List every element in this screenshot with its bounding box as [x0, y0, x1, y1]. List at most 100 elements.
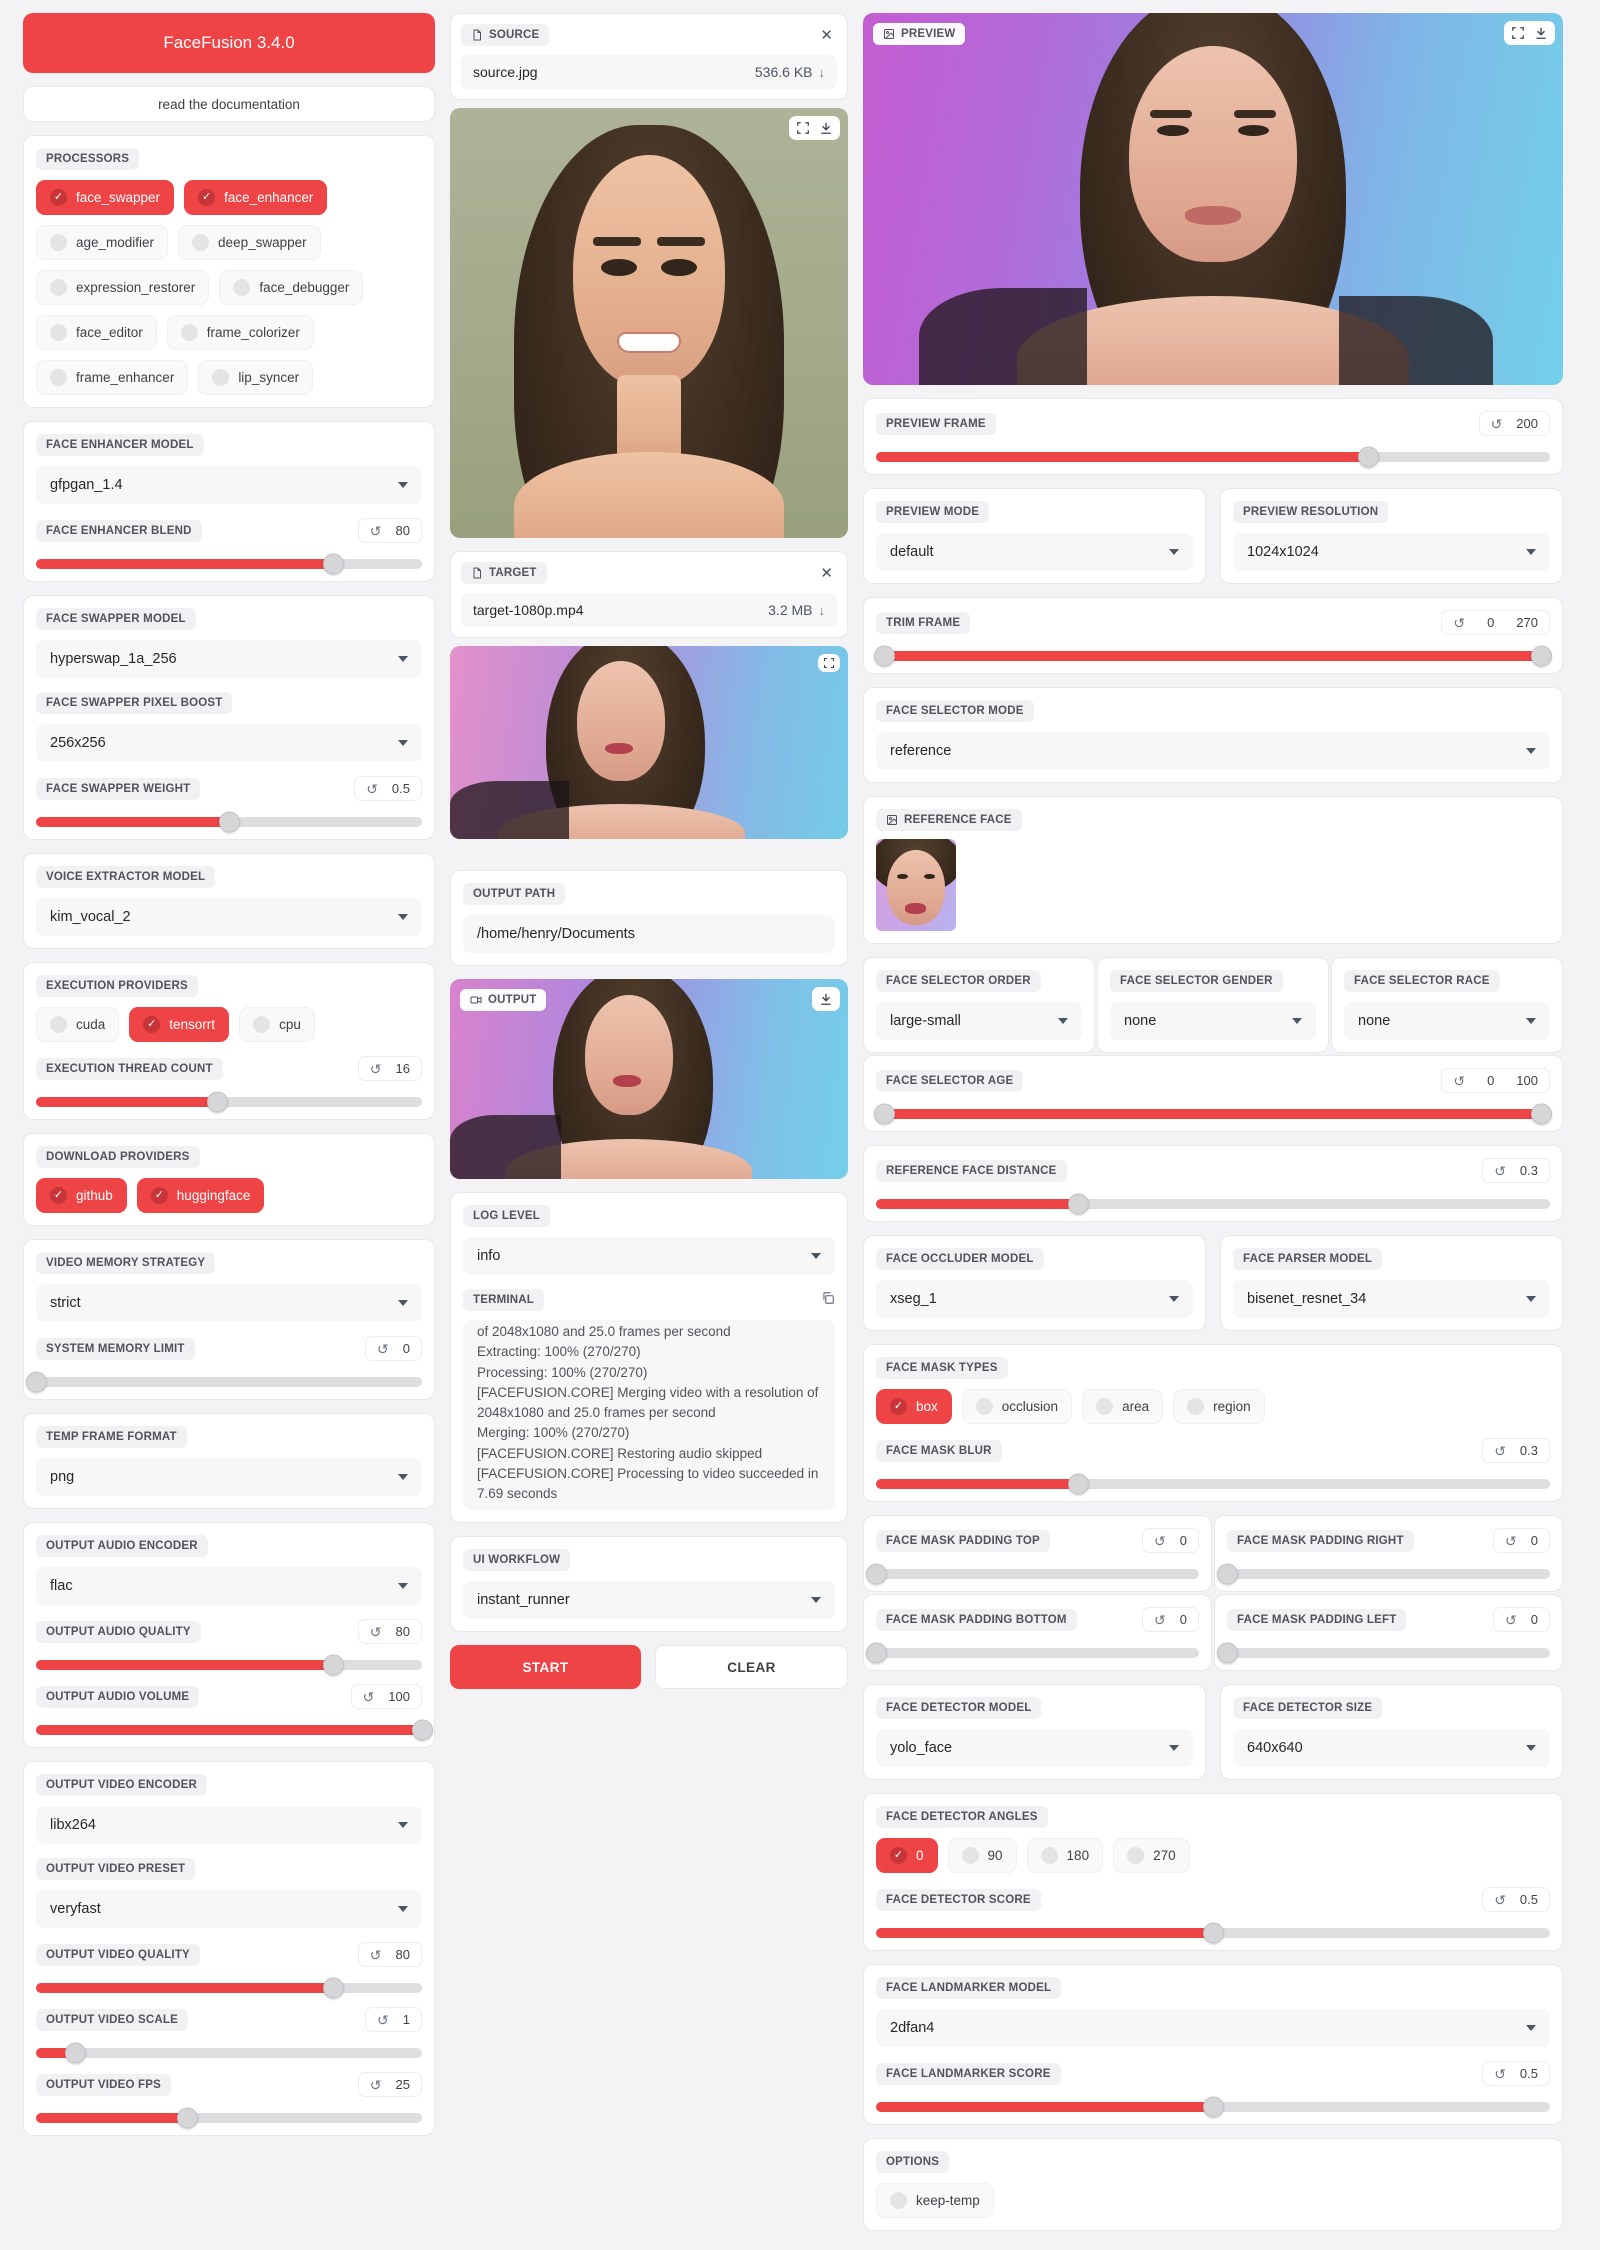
- slider-handle-start[interactable]: [874, 1103, 895, 1125]
- mask-type-area[interactable]: area: [1082, 1389, 1164, 1424]
- provider-cpu[interactable]: cpu: [239, 1007, 315, 1042]
- slider-handle[interactable]: [219, 811, 240, 833]
- provider-cuda[interactable]: cuda: [36, 1007, 120, 1042]
- face-selector-gender-dropdown[interactable]: none: [1110, 1002, 1316, 1040]
- fullscreen-icon[interactable]: [823, 657, 835, 669]
- reference-face-distance-reset[interactable]: ↺ 0.3: [1482, 1158, 1550, 1183]
- copy-icon[interactable]: [821, 1291, 835, 1310]
- processor-lip-syncer[interactable]: lip_syncer: [198, 360, 314, 395]
- download-icon[interactable]: [819, 992, 833, 1006]
- close-icon[interactable]: ✕: [820, 26, 833, 44]
- output-audio-volume-reset[interactable]: ↺ 100: [350, 1684, 422, 1709]
- processor-frame-colorizer[interactable]: frame_colorizer: [166, 315, 314, 350]
- output-audio-quality-reset[interactable]: ↺ 80: [357, 1619, 422, 1644]
- face-enhancer-blend-slider[interactable]: [36, 553, 422, 575]
- processor-age-modifier[interactable]: age_modifier: [36, 225, 169, 260]
- slider-handle[interactable]: [1358, 446, 1380, 468]
- face-parser-model-dropdown[interactable]: bisenet_resnet_34: [1233, 1280, 1550, 1318]
- face-mask-padding-top-slider[interactable]: [866, 1563, 1199, 1585]
- processor-expression-restorer[interactable]: expression_restorer: [36, 270, 210, 305]
- download-icon[interactable]: ↓: [818, 64, 826, 80]
- video-memory-strategy-dropdown[interactable]: strict: [36, 1284, 422, 1322]
- fullscreen-icon[interactable]: [796, 121, 810, 135]
- slider-handle-end[interactable]: [1531, 645, 1552, 667]
- face-mask-blur-slider[interactable]: [876, 1473, 1550, 1495]
- slider-handle-end[interactable]: [1531, 1103, 1552, 1125]
- provider-tensorrt[interactable]: ✓ tensorrt: [129, 1007, 230, 1042]
- output-path-input[interactable]: /home/henry/Documents: [463, 915, 835, 953]
- processor-face-enhancer[interactable]: ✓ face_enhancer: [184, 180, 328, 215]
- face-mask-padding-left-reset[interactable]: ↺ 0: [1493, 1607, 1550, 1632]
- target-video[interactable]: [450, 646, 848, 839]
- slider-handle[interactable]: [323, 553, 345, 575]
- output-video[interactable]: OUTPUT: [450, 979, 848, 1179]
- face-selector-mode-dropdown[interactable]: reference: [876, 732, 1550, 770]
- slider-handle[interactable]: [1203, 1922, 1224, 1944]
- processor-face-debugger[interactable]: face_debugger: [219, 270, 364, 305]
- slider-handle[interactable]: [866, 1563, 887, 1585]
- provider-github[interactable]: ✓ github: [36, 1178, 127, 1213]
- face-detector-score-slider[interactable]: [876, 1922, 1550, 1944]
- provider-huggingface[interactable]: ✓ huggingface: [136, 1178, 265, 1213]
- face-detector-model-dropdown[interactable]: yolo_face: [876, 1729, 1193, 1767]
- slider-handle[interactable]: [323, 1654, 345, 1676]
- output-video-fps-slider[interactable]: [36, 2107, 422, 2129]
- target-file-row[interactable]: target-1080p.mp4 3.2 MB ↓: [461, 593, 837, 627]
- output-video-fps-reset[interactable]: ↺ 25: [357, 2072, 422, 2097]
- slider-handle[interactable]: [1217, 1563, 1238, 1585]
- face-swapper-weight-slider[interactable]: [36, 811, 422, 833]
- source-image[interactable]: [450, 108, 848, 538]
- trim-frame-reset[interactable]: ↺ 0 270: [1441, 610, 1550, 635]
- face-landmarker-score-slider[interactable]: [876, 2096, 1550, 2118]
- output-video-encoder-dropdown[interactable]: libx264: [36, 1806, 422, 1844]
- app-title-button[interactable]: FaceFusion 3.4.0: [23, 13, 435, 73]
- face-swapper-pixel-boost-dropdown[interactable]: 256x256: [36, 724, 422, 762]
- face-mask-padding-right-slider[interactable]: [1217, 1563, 1550, 1585]
- output-video-scale-reset[interactable]: ↺ 1: [365, 2007, 422, 2032]
- preview-resolution-dropdown[interactable]: 1024x1024: [1233, 533, 1550, 571]
- slider-handle-start[interactable]: [874, 645, 895, 667]
- mask-type-box[interactable]: ✓ box: [876, 1389, 952, 1424]
- face-mask-blur-reset[interactable]: ↺ 0.3: [1482, 1438, 1550, 1463]
- ui-workflow-dropdown[interactable]: instant_runner: [463, 1581, 835, 1619]
- preview-frame-reset[interactable]: ↺ 200: [1478, 411, 1550, 436]
- preview-frame-slider[interactable]: [876, 446, 1550, 468]
- reference-face-distance-slider[interactable]: [876, 1193, 1550, 1215]
- system-memory-limit-slider[interactable]: [26, 1371, 422, 1393]
- face-selector-age-reset[interactable]: ↺ 0 100: [1441, 1068, 1550, 1093]
- slider-handle[interactable]: [1203, 2096, 1224, 2118]
- face-mask-padding-top-reset[interactable]: ↺ 0: [1142, 1528, 1199, 1553]
- face-enhancer-blend-reset[interactable]: ↺ 80: [357, 518, 422, 543]
- slider-handle[interactable]: [64, 2042, 86, 2064]
- log-level-dropdown[interactable]: info: [463, 1237, 835, 1275]
- slider-handle[interactable]: [207, 1091, 229, 1113]
- close-icon[interactable]: ✕: [820, 564, 833, 582]
- face-landmarker-model-dropdown[interactable]: 2dfan4: [876, 2009, 1550, 2047]
- mask-type-region[interactable]: region: [1173, 1389, 1265, 1424]
- download-icon[interactable]: [1534, 26, 1548, 40]
- reference-face-thumbnail[interactable]: [876, 839, 956, 931]
- system-memory-limit-reset[interactable]: ↺ 0: [365, 1336, 422, 1361]
- processor-frame-enhancer[interactable]: frame_enhancer: [36, 360, 189, 395]
- slider-handle[interactable]: [26, 1371, 47, 1393]
- download-icon[interactable]: ↓: [818, 602, 826, 618]
- slider-handle[interactable]: [1068, 1193, 1090, 1215]
- face-detector-size-dropdown[interactable]: 640x640: [1233, 1729, 1550, 1767]
- mask-type-occlusion[interactable]: occlusion: [961, 1389, 1073, 1424]
- preview-mode-dropdown[interactable]: default: [876, 533, 1193, 571]
- face-selector-order-dropdown[interactable]: large-small: [876, 1002, 1082, 1040]
- source-file-row[interactable]: source.jpg 536.6 KB ↓: [461, 55, 837, 89]
- output-video-preset-dropdown[interactable]: veryfast: [36, 1890, 422, 1928]
- slider-handle[interactable]: [1217, 1642, 1238, 1664]
- output-video-scale-slider[interactable]: [36, 2042, 422, 2064]
- preview-image[interactable]: PREVIEW: [863, 13, 1563, 385]
- slider-handle[interactable]: [412, 1719, 433, 1741]
- terminal-output[interactable]: of 2048x1080 and 25.0 frames per second …: [463, 1320, 835, 1510]
- detector-angle-180[interactable]: 180: [1026, 1838, 1104, 1873]
- slider-handle[interactable]: [176, 2107, 198, 2129]
- detector-angle-270[interactable]: 270: [1113, 1838, 1190, 1873]
- documentation-button[interactable]: read the documentation: [23, 86, 435, 122]
- processor-deep-swapper[interactable]: deep_swapper: [178, 225, 321, 260]
- slider-handle[interactable]: [323, 1977, 345, 1999]
- output-video-quality-reset[interactable]: ↺ 80: [357, 1942, 422, 1967]
